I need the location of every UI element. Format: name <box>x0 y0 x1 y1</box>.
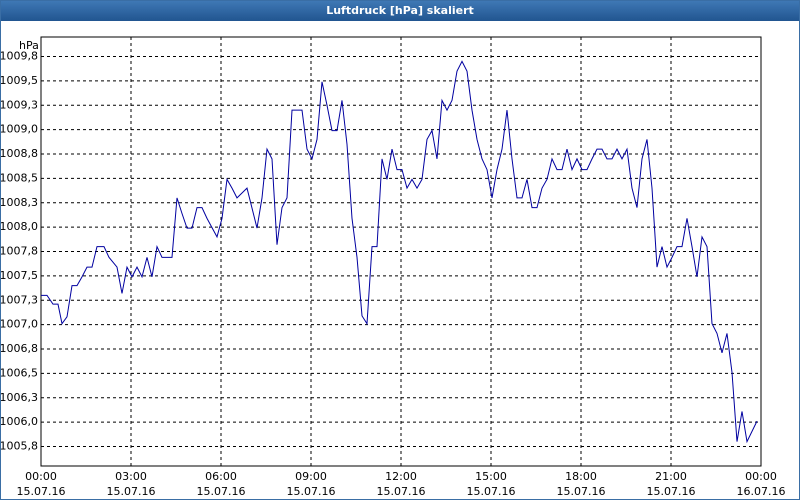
x-tick-label: 12:00 15.07.16 <box>376 470 426 498</box>
y-tick-label: 1008,3 <box>1 196 38 209</box>
line <box>41 60 758 444</box>
x-tick-label: 09:00 15.07.16 <box>286 470 336 498</box>
y-tick-label: 1009,3 <box>1 98 38 111</box>
chart-title: Luftdruck [hPa] skaliert <box>1 1 799 21</box>
x-tick-label: 18:00 15.07.16 <box>556 470 606 498</box>
x-tick-label: 03:00 15.07.16 <box>106 470 156 498</box>
y-tick-label: 1008,5 <box>1 171 38 184</box>
y-tick-label: 1007,5 <box>1 269 38 282</box>
y-tick-label: 1008,8 <box>1 147 38 160</box>
y-tick-label: 1009,8 <box>1 50 38 63</box>
y-tick-label: 1006,0 <box>1 415 38 428</box>
x-tick-label: 21:00 15.07.16 <box>646 470 696 498</box>
x-tick-label: 00:00 16.07.16 <box>736 470 786 498</box>
x-tick-label: 15:00 15.07.16 <box>466 470 516 498</box>
x-tick-label: 00:00 15.07.16 <box>16 470 66 498</box>
y-tick-label: 1005,8 <box>1 440 38 453</box>
y-tick-label: 1006,3 <box>1 391 38 404</box>
y-tick-label: 1007,3 <box>1 293 38 306</box>
y-tick-label: 1006,8 <box>1 342 38 355</box>
y-tick-label: 1007,0 <box>1 318 38 331</box>
y-tick-label: 1008,0 <box>1 220 38 233</box>
y-axis-label: hPa <box>19 39 39 52</box>
y-tick-label: 1006,5 <box>1 366 38 379</box>
x-tick-label: 06:00 15.07.16 <box>196 470 246 498</box>
y-tick-label: 1009,0 <box>1 123 38 136</box>
y-tick-label: 1007,8 <box>1 245 38 258</box>
y-tick-label: 1009,5 <box>1 74 38 87</box>
